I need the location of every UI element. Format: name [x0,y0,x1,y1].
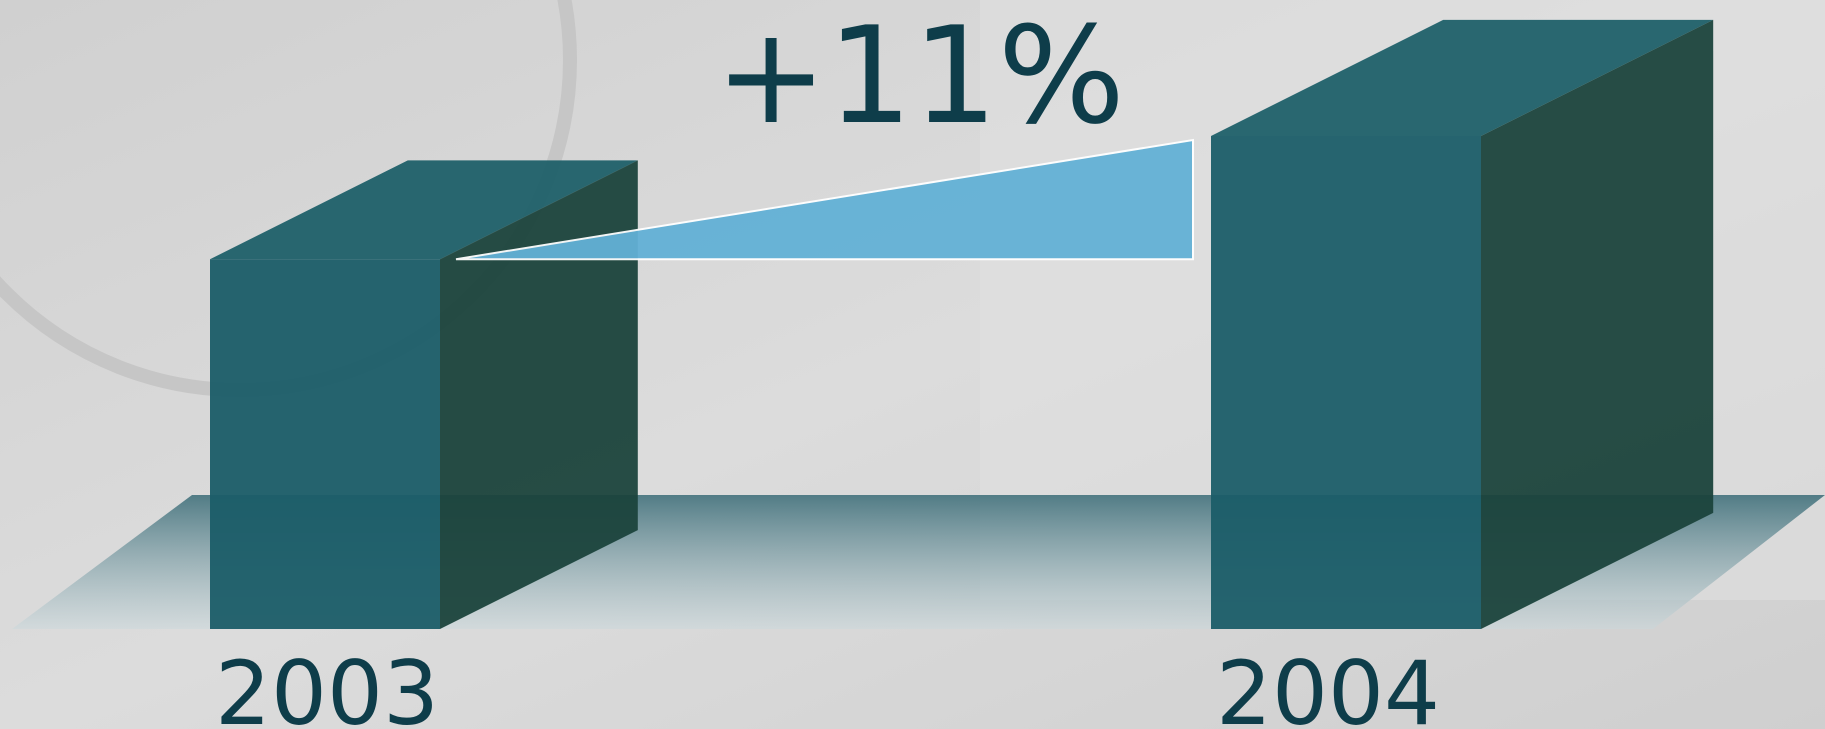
bar-side [440,160,638,629]
growth-wedge [455,138,1194,261]
bar-front [210,259,440,629]
bar-side [1481,19,1714,629]
x-tick-label: 2003 [215,642,439,729]
bar-top [210,160,638,260]
x-tick-label: 2004 [1216,642,1440,729]
bar-top [1211,19,1714,136]
bars [210,19,1714,629]
annotation: +11% [715,0,1125,154]
bar-front [1211,136,1481,629]
